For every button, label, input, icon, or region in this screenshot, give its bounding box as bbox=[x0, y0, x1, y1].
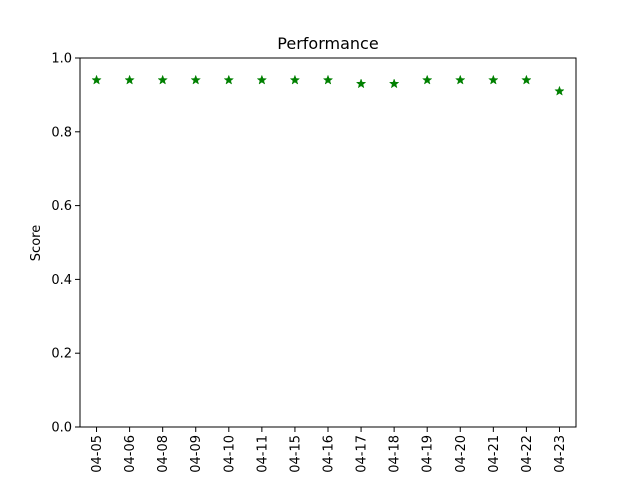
x-tick-label: 04-23 bbox=[553, 435, 568, 473]
data-point-star bbox=[289, 74, 301, 85]
x-tick-label: 04-06 bbox=[123, 435, 138, 473]
data-point-star bbox=[223, 74, 235, 85]
data-point-star bbox=[554, 85, 565, 96]
chart-title: Performance bbox=[277, 34, 378, 53]
x-tick-label: 04-16 bbox=[322, 435, 337, 473]
y-tick-label: 1.0 bbox=[51, 52, 72, 67]
data-point-star bbox=[256, 74, 268, 85]
data-point-star bbox=[488, 74, 499, 85]
x-tick-label: 04-18 bbox=[388, 435, 403, 473]
y-axis-label: Score bbox=[29, 225, 44, 261]
data-point-star bbox=[157, 74, 168, 85]
x-tick-label: 04-05 bbox=[90, 435, 105, 473]
data-point-star bbox=[124, 74, 135, 85]
y-tick-label: 0.0 bbox=[51, 421, 72, 436]
x-tick-label: 04-20 bbox=[454, 435, 469, 473]
data-point-star bbox=[322, 74, 334, 85]
x-tick-label: 04-08 bbox=[156, 435, 171, 473]
data-point-star bbox=[355, 78, 367, 89]
x-tick-label: 04-10 bbox=[222, 435, 237, 473]
x-tick-label: 04-11 bbox=[255, 435, 270, 473]
y-tick-label: 0.2 bbox=[51, 347, 72, 362]
y-tick-label: 0.6 bbox=[51, 199, 72, 214]
data-point-star bbox=[421, 74, 433, 85]
x-tick-label: 04-21 bbox=[487, 435, 502, 473]
y-tick-label: 0.8 bbox=[51, 125, 72, 140]
data-point-star bbox=[190, 74, 201, 85]
plot-area: 0.0 0.2 0.4 0.6 0.8 1.0 04-05 04-06 04-08 04-09 04… bbox=[51, 52, 568, 473]
x-tick-label: 04-17 bbox=[355, 435, 370, 473]
data-point-star bbox=[91, 74, 102, 85]
data-point-star bbox=[455, 74, 466, 85]
data-point-star bbox=[521, 74, 532, 85]
x-tick-label: 04-22 bbox=[520, 435, 535, 473]
x-tick-label: 04-19 bbox=[421, 435, 436, 473]
data-point-star bbox=[388, 78, 400, 89]
x-tick-label: 04-09 bbox=[189, 435, 204, 473]
x-tick-label: 04-15 bbox=[288, 435, 303, 473]
plot-frame bbox=[79, 57, 577, 428]
y-tick-label: 0.4 bbox=[51, 273, 72, 288]
